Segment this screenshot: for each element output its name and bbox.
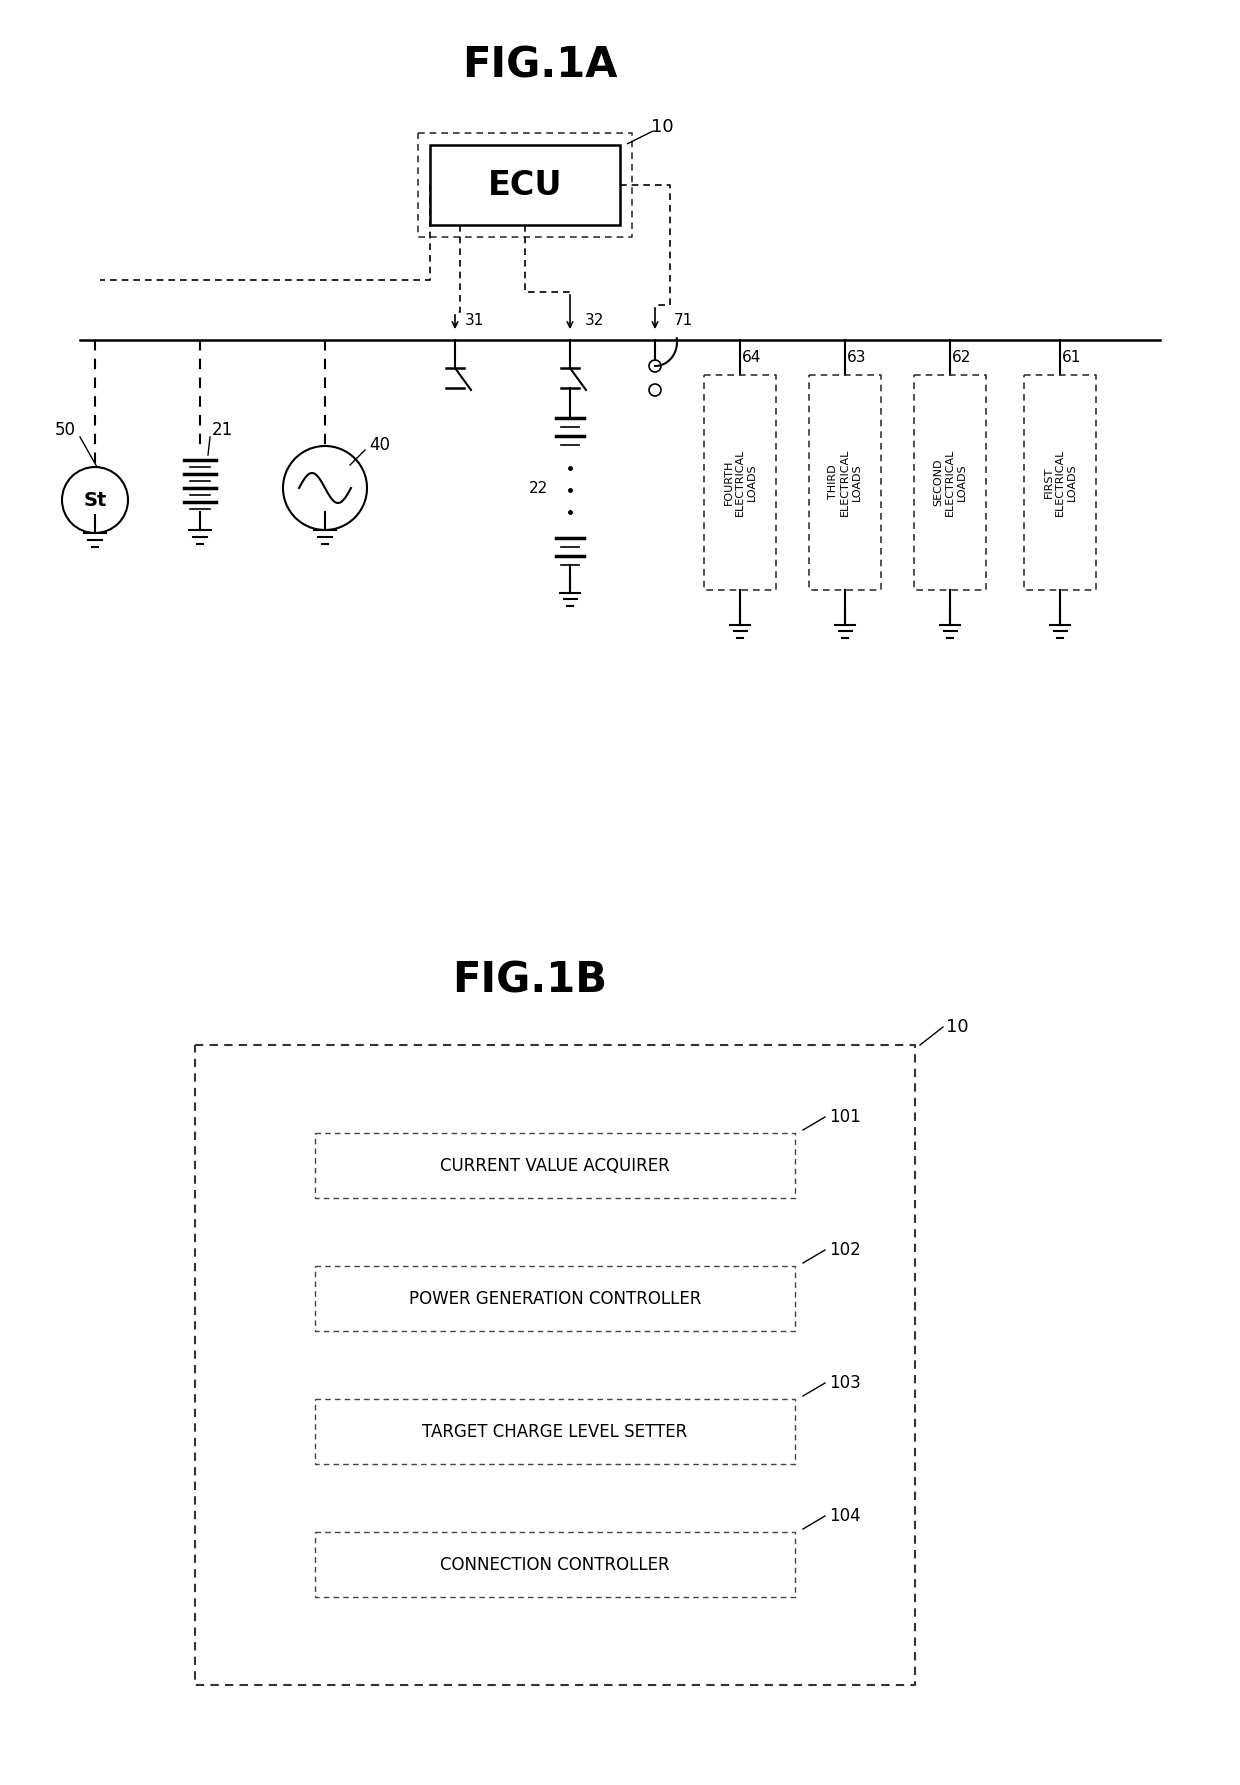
Text: 32: 32 (585, 312, 605, 327)
Bar (430, 145, 620, 225)
Text: 104: 104 (830, 1507, 861, 1524)
Text: 21: 21 (211, 421, 233, 439)
Text: CONNECTION CONTROLLER: CONNECTION CONTROLLER (440, 1555, 670, 1574)
Text: 40: 40 (370, 436, 391, 453)
Text: 31: 31 (465, 312, 485, 327)
Text: 64: 64 (743, 350, 761, 364)
Text: 103: 103 (830, 1374, 861, 1392)
Text: 102: 102 (830, 1241, 861, 1258)
Text: 50: 50 (55, 421, 76, 439)
Text: 63: 63 (847, 350, 867, 364)
Text: 10: 10 (946, 1017, 968, 1035)
Text: FOURTH
ELECTRICAL
LOADS: FOURTH ELECTRICAL LOADS (723, 448, 756, 516)
Text: 10: 10 (651, 118, 673, 136)
Text: FIG.1A: FIG.1A (463, 45, 618, 86)
Text: 22: 22 (528, 480, 548, 496)
Text: 71: 71 (673, 312, 693, 327)
Text: ECU: ECU (487, 168, 562, 202)
Text: 62: 62 (952, 350, 972, 364)
Text: St: St (83, 491, 107, 509)
Text: 61: 61 (1063, 350, 1081, 364)
Text: TARGET CHARGE LEVEL SETTER: TARGET CHARGE LEVEL SETTER (423, 1423, 688, 1440)
Text: SECOND
ELECTRICAL
LOADS: SECOND ELECTRICAL LOADS (934, 448, 967, 516)
Text: CURRENT VALUE ACQUIRER: CURRENT VALUE ACQUIRER (440, 1157, 670, 1175)
Text: THIRD
ELECTRICAL
LOADS: THIRD ELECTRICAL LOADS (828, 448, 862, 516)
Text: 101: 101 (830, 1108, 861, 1126)
Text: POWER GENERATION CONTROLLER: POWER GENERATION CONTROLLER (409, 1289, 701, 1307)
Text: FIG.1B: FIG.1B (453, 959, 608, 1001)
Text: FIRST
ELECTRICAL
LOADS: FIRST ELECTRICAL LOADS (1043, 448, 1076, 516)
